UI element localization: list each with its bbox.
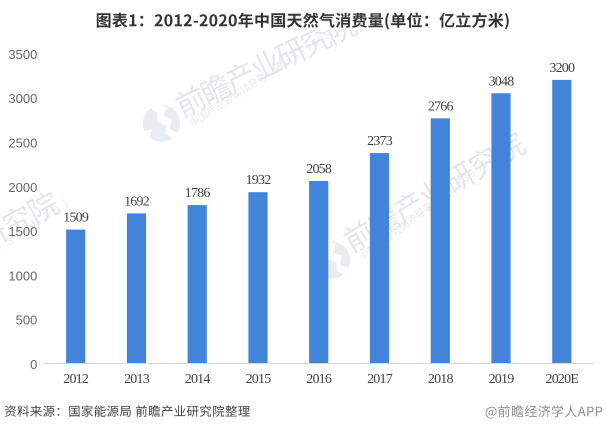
svg-text:3000: 3000 [8, 91, 37, 106]
svg-text:1692: 1692 [124, 194, 150, 209]
svg-text:2013: 2013 [124, 372, 150, 387]
svg-text:2019: 2019 [489, 372, 515, 387]
svg-text:2017: 2017 [367, 372, 393, 387]
svg-text:3048: 3048 [489, 74, 515, 89]
svg-text:0: 0 [30, 357, 37, 372]
svg-text:2500: 2500 [8, 136, 37, 151]
svg-text:2018: 2018 [428, 372, 454, 387]
svg-text:2015: 2015 [246, 372, 272, 387]
svg-text:500: 500 [16, 313, 38, 328]
svg-text:2058: 2058 [306, 162, 332, 177]
svg-text:2014: 2014 [185, 372, 211, 387]
svg-text:2020E: 2020E [546, 372, 579, 387]
svg-text:1932: 1932 [246, 173, 272, 188]
svg-text:3500: 3500 [8, 47, 37, 62]
svg-text:1000: 1000 [8, 268, 37, 283]
svg-text:1509: 1509 [63, 211, 89, 226]
svg-text:1500: 1500 [8, 224, 37, 239]
svg-text:2000: 2000 [8, 180, 37, 195]
svg-text:3200: 3200 [549, 61, 575, 76]
svg-text:2373: 2373 [367, 134, 393, 149]
svg-text:2012: 2012 [63, 372, 89, 387]
svg-text:2016: 2016 [306, 372, 332, 387]
svg-text:1786: 1786 [185, 186, 211, 201]
svg-text:2766: 2766 [428, 99, 454, 114]
